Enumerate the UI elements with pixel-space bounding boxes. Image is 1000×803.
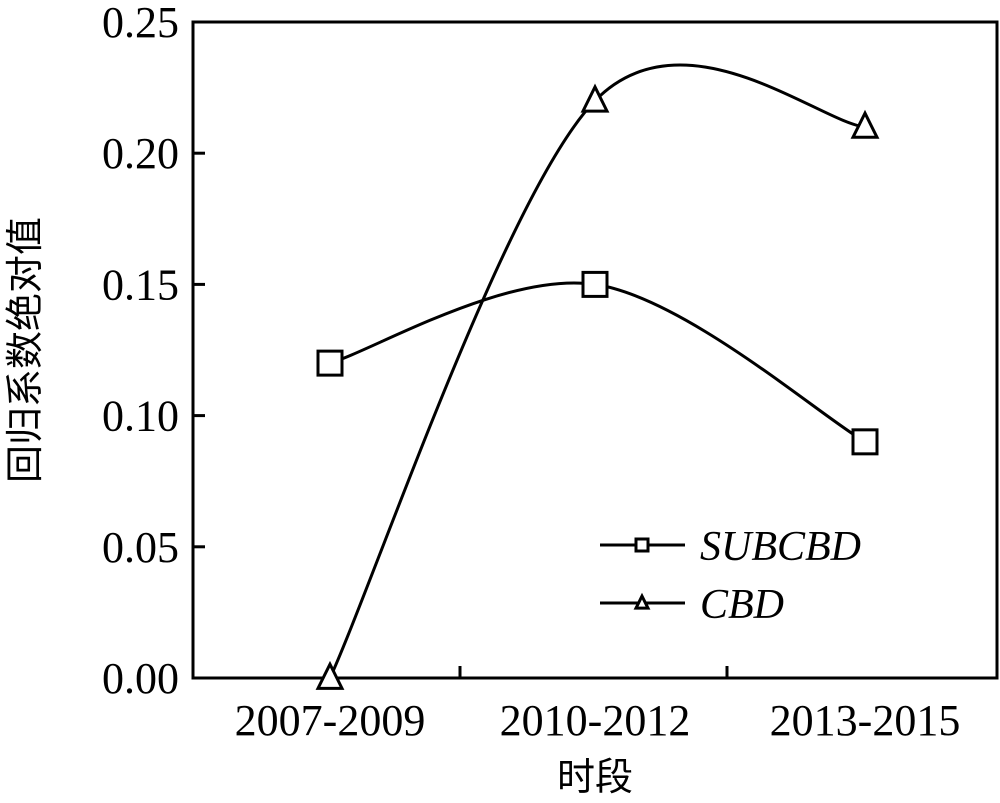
y-tick-label: 0.25 bbox=[102, 0, 179, 47]
x-axis-title: 时段 bbox=[557, 755, 633, 799]
plot-frame bbox=[191, 20, 999, 680]
y-tick-label: 0.00 bbox=[102, 654, 179, 703]
series-line-subcbd bbox=[329, 281, 866, 444]
y-axis-ticks: 0.00 0.05 0.10 0.15 0.20 0.25 bbox=[102, 0, 205, 703]
series-layer bbox=[315, 63, 880, 690]
data-point-cbd bbox=[850, 109, 880, 139]
legend: SUBCBD CBD bbox=[600, 524, 861, 628]
data-point-subcbd bbox=[581, 270, 609, 298]
legend-label: CBD bbox=[700, 582, 784, 628]
data-point-cbd bbox=[315, 660, 345, 690]
data-point-subcbd bbox=[851, 428, 879, 456]
y-tick-label: 0.05 bbox=[102, 523, 179, 572]
x-tick-label: 2007-2009 bbox=[235, 696, 426, 745]
y-tick-label: 0.10 bbox=[102, 392, 179, 441]
legend-marker bbox=[634, 537, 650, 553]
y-tick-label: 0.15 bbox=[102, 260, 179, 309]
legend-marker bbox=[633, 592, 651, 610]
data-point-cbd bbox=[580, 83, 610, 113]
y-tick-label: 0.20 bbox=[102, 129, 179, 178]
y-axis-title: 回归系数绝对值 bbox=[3, 217, 47, 483]
series-line-cbd bbox=[328, 63, 866, 679]
x-tick-label: 2010-2012 bbox=[500, 696, 691, 745]
legend-label: SUBCBD bbox=[700, 524, 861, 570]
x-axis-ticks: 2007-2009 2010-2012 2013-2015 bbox=[235, 666, 961, 745]
data-point-subcbd bbox=[316, 349, 344, 377]
x-tick-label: 2013-2015 bbox=[770, 696, 961, 745]
